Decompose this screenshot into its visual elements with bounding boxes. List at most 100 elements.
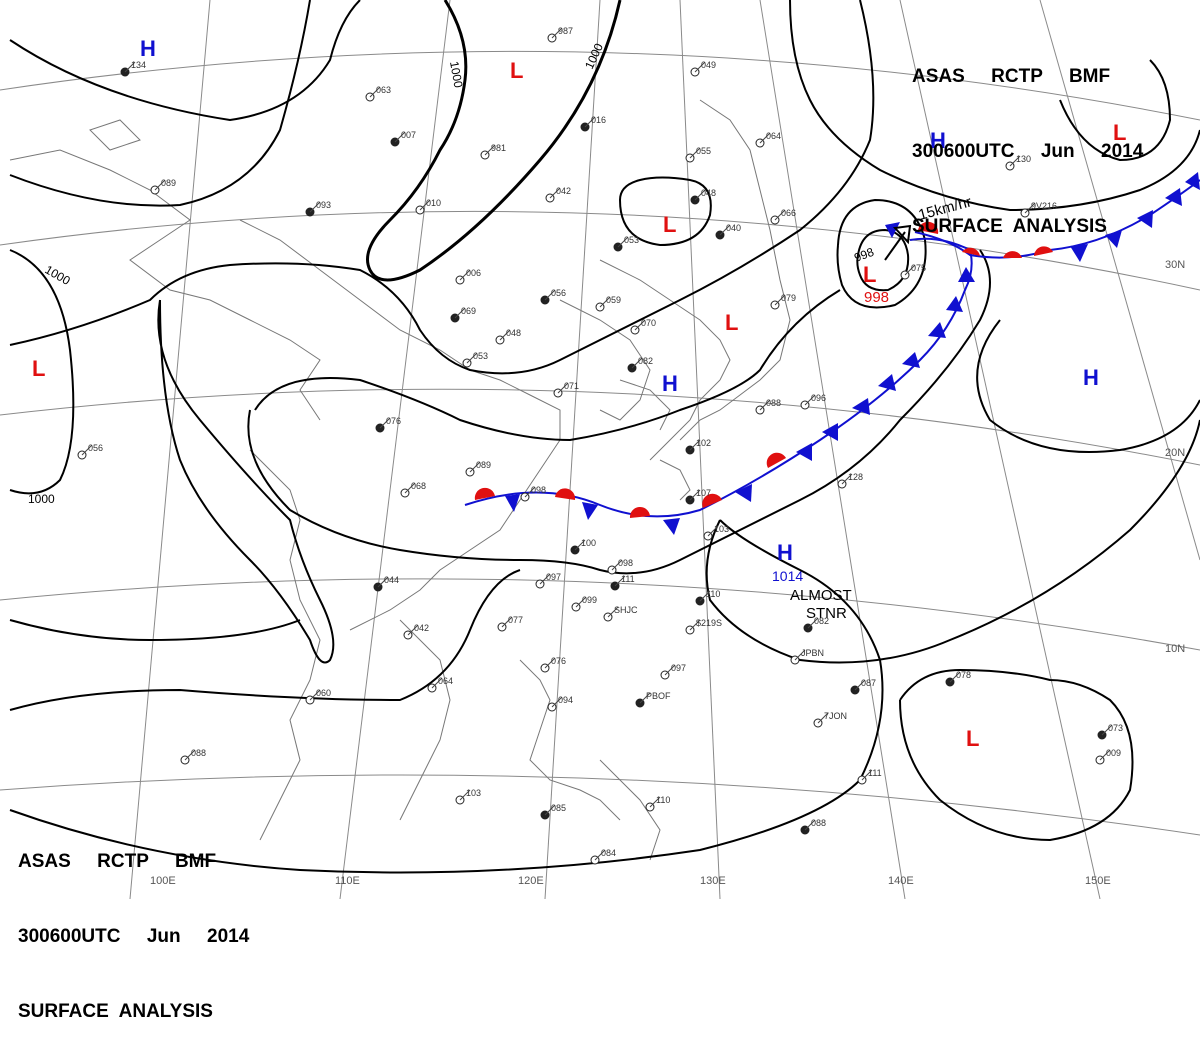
title-line: ASAS RCTP BMF	[912, 66, 1111, 87]
wind-barb	[804, 394, 816, 406]
title-line: 300600UTC Jun 2014	[912, 141, 1144, 162]
station-label: 097	[546, 572, 561, 582]
station-label: 069	[461, 306, 476, 316]
station-label: 042	[556, 186, 571, 196]
station-label: 040	[726, 223, 741, 233]
cold-front-tooth	[885, 222, 900, 238]
station-plot: 087	[850, 678, 876, 695]
cold-front-tooth	[663, 518, 680, 535]
station-plot: 093	[305, 200, 331, 217]
high-center: H	[1083, 365, 1099, 390]
station-plot: JPBN	[790, 648, 824, 665]
isobar-label: 1000	[28, 492, 55, 506]
station-label: 077	[508, 615, 523, 625]
title-line: 300600UTC Jun 2014	[18, 926, 250, 947]
station-plot: 071	[553, 381, 579, 398]
station-label: 042	[414, 623, 429, 633]
station-label: 099	[582, 595, 597, 605]
station-label: 063	[376, 85, 391, 95]
pressure-centers: H L H L L L L H H H L L	[32, 36, 1126, 751]
wind-barb	[904, 264, 916, 276]
wind-barb	[774, 294, 786, 306]
station-label: PBOF	[646, 691, 671, 701]
wind-barb	[539, 573, 551, 585]
wind-barb	[707, 525, 719, 537]
low-value-label: 998	[864, 289, 889, 306]
station-label: 079	[781, 293, 796, 303]
station-label: 060	[316, 688, 331, 698]
cold-front-tooth	[1070, 244, 1088, 262]
wind-barb	[124, 61, 136, 73]
wind-barb	[694, 61, 706, 73]
station-label: $219S	[696, 618, 722, 628]
station-plot: 040	[715, 223, 741, 240]
lon-label: 140E	[888, 875, 914, 887]
station-plot: 069	[450, 306, 476, 323]
lat-label: 20N	[1165, 447, 1185, 459]
station-plot: 110	[695, 589, 720, 606]
high-center: H	[140, 36, 156, 61]
station-plot: 111	[857, 768, 882, 785]
station-plot: 107	[685, 488, 711, 505]
station-plot: 044	[373, 575, 399, 592]
wind-barb	[574, 539, 586, 551]
wind-barb	[557, 382, 569, 394]
station-label: 055	[696, 146, 711, 156]
lon-label: 110E	[335, 875, 360, 887]
wind-barb	[407, 624, 419, 636]
station-label: 010	[426, 198, 441, 208]
wind-barb	[484, 144, 496, 156]
station-plot: 075	[900, 263, 926, 280]
station-plot: 098	[607, 558, 633, 575]
station-plot: 009	[1095, 748, 1121, 765]
station-label: 098	[618, 558, 633, 568]
station-plot: 103	[703, 524, 729, 541]
station-plot: 016	[580, 115, 606, 132]
warm-front-bump	[474, 487, 495, 500]
station-label: 987	[558, 26, 573, 36]
cold-front-tooth	[822, 423, 838, 441]
surface-analysis-map: 1000 1000 1000 1000 998	[0, 0, 1200, 899]
low-center: L	[510, 58, 523, 83]
station-label: 130	[1016, 154, 1031, 164]
longitude-labels: 100E 110E 120E 130E 140E 150E	[150, 875, 1111, 887]
station-plot: 9V216	[1020, 201, 1057, 218]
wind-barb	[1009, 155, 1021, 167]
wind-barb	[611, 559, 623, 571]
cold-front-tooth	[902, 352, 920, 368]
cold-front-tooth	[505, 494, 520, 512]
wind-barb	[634, 319, 646, 331]
lon-label: 150E	[1085, 875, 1111, 887]
high-center: H	[777, 540, 793, 565]
warm-front-bump	[766, 452, 786, 468]
high-value-label: 1014	[772, 568, 803, 584]
station-label: 068	[411, 481, 426, 491]
station-plot: 128	[837, 472, 863, 489]
station-label: 096	[811, 393, 826, 403]
warm-front-bump	[702, 493, 722, 508]
isobar-label: 998	[852, 245, 876, 265]
station-plot: 073	[1097, 723, 1123, 740]
station-label: 007	[401, 130, 416, 140]
graticule	[0, 0, 1200, 899]
station-label: 082	[814, 616, 829, 626]
station-label: 088	[766, 398, 781, 408]
wind-barb	[184, 749, 196, 761]
station-plot: 068	[400, 481, 426, 498]
wind-barb	[854, 679, 866, 691]
wind-barb	[431, 677, 443, 689]
wind-barb	[1099, 749, 1111, 761]
wind-barb	[551, 696, 563, 708]
station-plot: 076	[540, 656, 566, 673]
station-plot: 048	[495, 328, 521, 345]
station-plot: 060	[305, 688, 331, 705]
station-plot: 007	[390, 130, 416, 147]
station-plot: 094	[547, 695, 573, 712]
wind-barb	[794, 649, 806, 661]
station-label: 103	[466, 788, 481, 798]
station-label: 098	[531, 485, 546, 495]
station-plot: 085	[540, 803, 566, 820]
wind-barb	[309, 689, 321, 701]
isobars	[9, 0, 1200, 874]
station-label: 071	[564, 381, 579, 391]
